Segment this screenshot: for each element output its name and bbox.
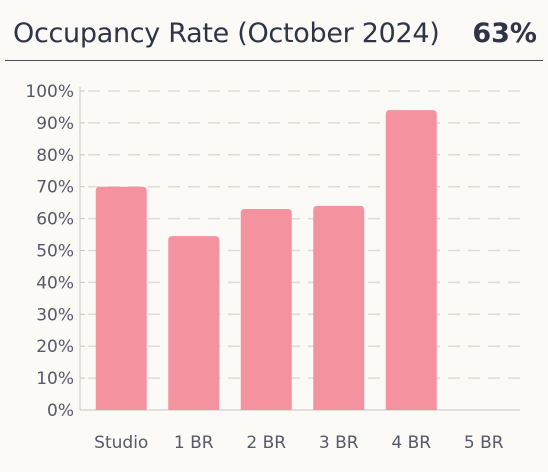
x-tick-label: 5 BR	[464, 433, 504, 453]
overall-occupancy-value: 63%	[472, 18, 537, 49]
y-tick-label: 100%	[25, 82, 74, 102]
chart-title: Occupancy Rate (October 2024)	[13, 18, 440, 49]
x-tick-label: 4 BR	[391, 433, 431, 453]
y-tick-label: 20%	[36, 337, 74, 357]
x-tick-label: Studio	[94, 433, 148, 453]
y-tick-label: 40%	[36, 273, 74, 293]
x-tick-label: 2 BR	[246, 433, 286, 453]
y-tick-label: 60%	[36, 210, 74, 230]
y-tick-label: 30%	[36, 305, 74, 325]
y-tick-label: 80%	[36, 146, 74, 166]
bar-4-br	[385, 110, 437, 410]
bar-2-br	[240, 209, 292, 410]
y-tick-label: 0%	[47, 401, 74, 421]
x-tick-label: 3 BR	[319, 433, 359, 453]
bar-studio	[95, 186, 147, 410]
x-tick-label: 1 BR	[174, 433, 214, 453]
bar-3-br	[313, 205, 365, 410]
y-tick-label: 50%	[36, 242, 74, 262]
y-tick-label: 90%	[36, 114, 74, 134]
y-tick-label: 10%	[36, 369, 74, 389]
bar-1-br	[168, 236, 220, 410]
chart-header: Occupancy Rate (October 2024) 63%	[5, 0, 543, 61]
y-tick-label: 70%	[36, 178, 74, 198]
